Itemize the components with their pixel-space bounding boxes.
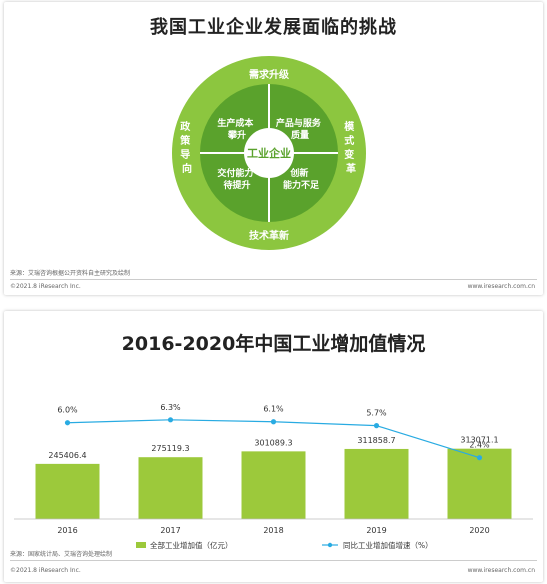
chart-title: 2016-2020年中国工业增加值情况: [121, 333, 426, 355]
x-tick-2016: 2016: [57, 526, 77, 535]
bar-label-2020: 313071.1: [460, 436, 498, 445]
growth-label-2020: 2.4%: [469, 441, 490, 450]
growth-label-2017: 6.3%: [160, 403, 181, 412]
x-tick-layer: 2016 2017 2018 2019 2020: [57, 526, 489, 535]
bar-2019: [344, 448, 409, 519]
copyright: ©2021.8 iResearch Inc.: [10, 283, 81, 290]
legend: 全部工业增加值（亿元） 同比工业增加值增速（%）: [136, 540, 433, 550]
industrial-value-chart: 245406.4 275119.3 301089.3 311858.7 313071.1…: [14, 403, 533, 550]
center-circle: [244, 128, 294, 178]
growth-point-2018: [270, 419, 277, 425]
growth-point-2019: [373, 423, 380, 429]
center-label: 工业企业: [247, 146, 291, 160]
website-link[interactable]: www.iresearch.com.cn: [467, 567, 535, 574]
bar-label-2019: 311858.7: [357, 436, 395, 445]
quadrant-innovation: 创新 能力不足: [283, 167, 320, 191]
industrial-value-panel: 2016-2020年中国工业增加值情况 245406.4 275119.3 3010…: [4, 311, 543, 582]
ring-label-right: 模 式 变 革: [344, 120, 357, 175]
legend-bar-swatch: [136, 542, 146, 548]
source-note: 来源：艾瑞咨询根据公开资料自主研究及绘制: [10, 270, 131, 277]
legend-bar-label: 全部工业增加值（亿元）: [150, 540, 233, 550]
source-note: 来源：国家统计局、艾瑞咨询处理绘制: [10, 551, 113, 558]
ring-label-top: 需求升级: [249, 68, 290, 81]
bar-2020: [447, 448, 512, 519]
growth-label-2016: 6.0%: [57, 406, 78, 415]
legend-line-marker: [327, 542, 333, 548]
bar-label-2017: 275119.3: [151, 444, 189, 453]
x-tick-2019: 2019: [366, 526, 386, 535]
bar-label-2016: 245406.4: [48, 451, 86, 460]
bar-2016: [35, 463, 100, 519]
website-link[interactable]: www.iresearch.com.cn: [467, 283, 535, 290]
challenges-title: 我国工业企业发展面临的挑战: [150, 17, 397, 38]
quadrant-cost: 生产成本 攀升: [217, 117, 256, 141]
copyright: ©2021.8 iResearch Inc.: [10, 567, 81, 574]
quadrant-quality: 产品与服务 质量: [276, 117, 324, 141]
legend-line-label: 同比工业增加值增速（%）: [343, 540, 433, 550]
footer-divider: [10, 560, 537, 561]
x-tick-2017: 2017: [160, 526, 180, 535]
growth-label-2019: 5.7%: [366, 409, 387, 418]
growth-point-2020: [476, 455, 483, 461]
bar-2018: [241, 451, 306, 519]
growth-label-2018: 6.1%: [263, 405, 284, 414]
ring-label-left: 政 策 导 向: [180, 120, 193, 175]
challenges-panel: 我国工业企业发展面临的挑战 工业企业 生产成本 攀升 产品与服务 质量 交付能力…: [4, 2, 543, 295]
quadrant-delivery: 交付能力 待提升: [217, 167, 256, 191]
bar-label-2018: 301089.3: [254, 438, 292, 447]
footer-divider: [10, 279, 537, 280]
bars-layer: 245406.4 275119.3 301089.3 311858.7 313071.1: [35, 436, 512, 519]
ring-label-bottom: 技术革新: [249, 229, 289, 242]
x-tick-2018: 2018: [263, 526, 283, 535]
growth-point-2017: [167, 417, 174, 423]
x-tick-2020: 2020: [469, 526, 489, 535]
growth-point-2016: [64, 420, 71, 426]
bar-2017: [138, 457, 203, 519]
challenges-diagram: 工业企业 生产成本 攀升 产品与服务 质量 交付能力 待提升 创新 能力不足 需…: [172, 56, 366, 250]
line-layer: 6.0% 6.3% 6.1% 5.7% 2.4%: [57, 403, 490, 461]
